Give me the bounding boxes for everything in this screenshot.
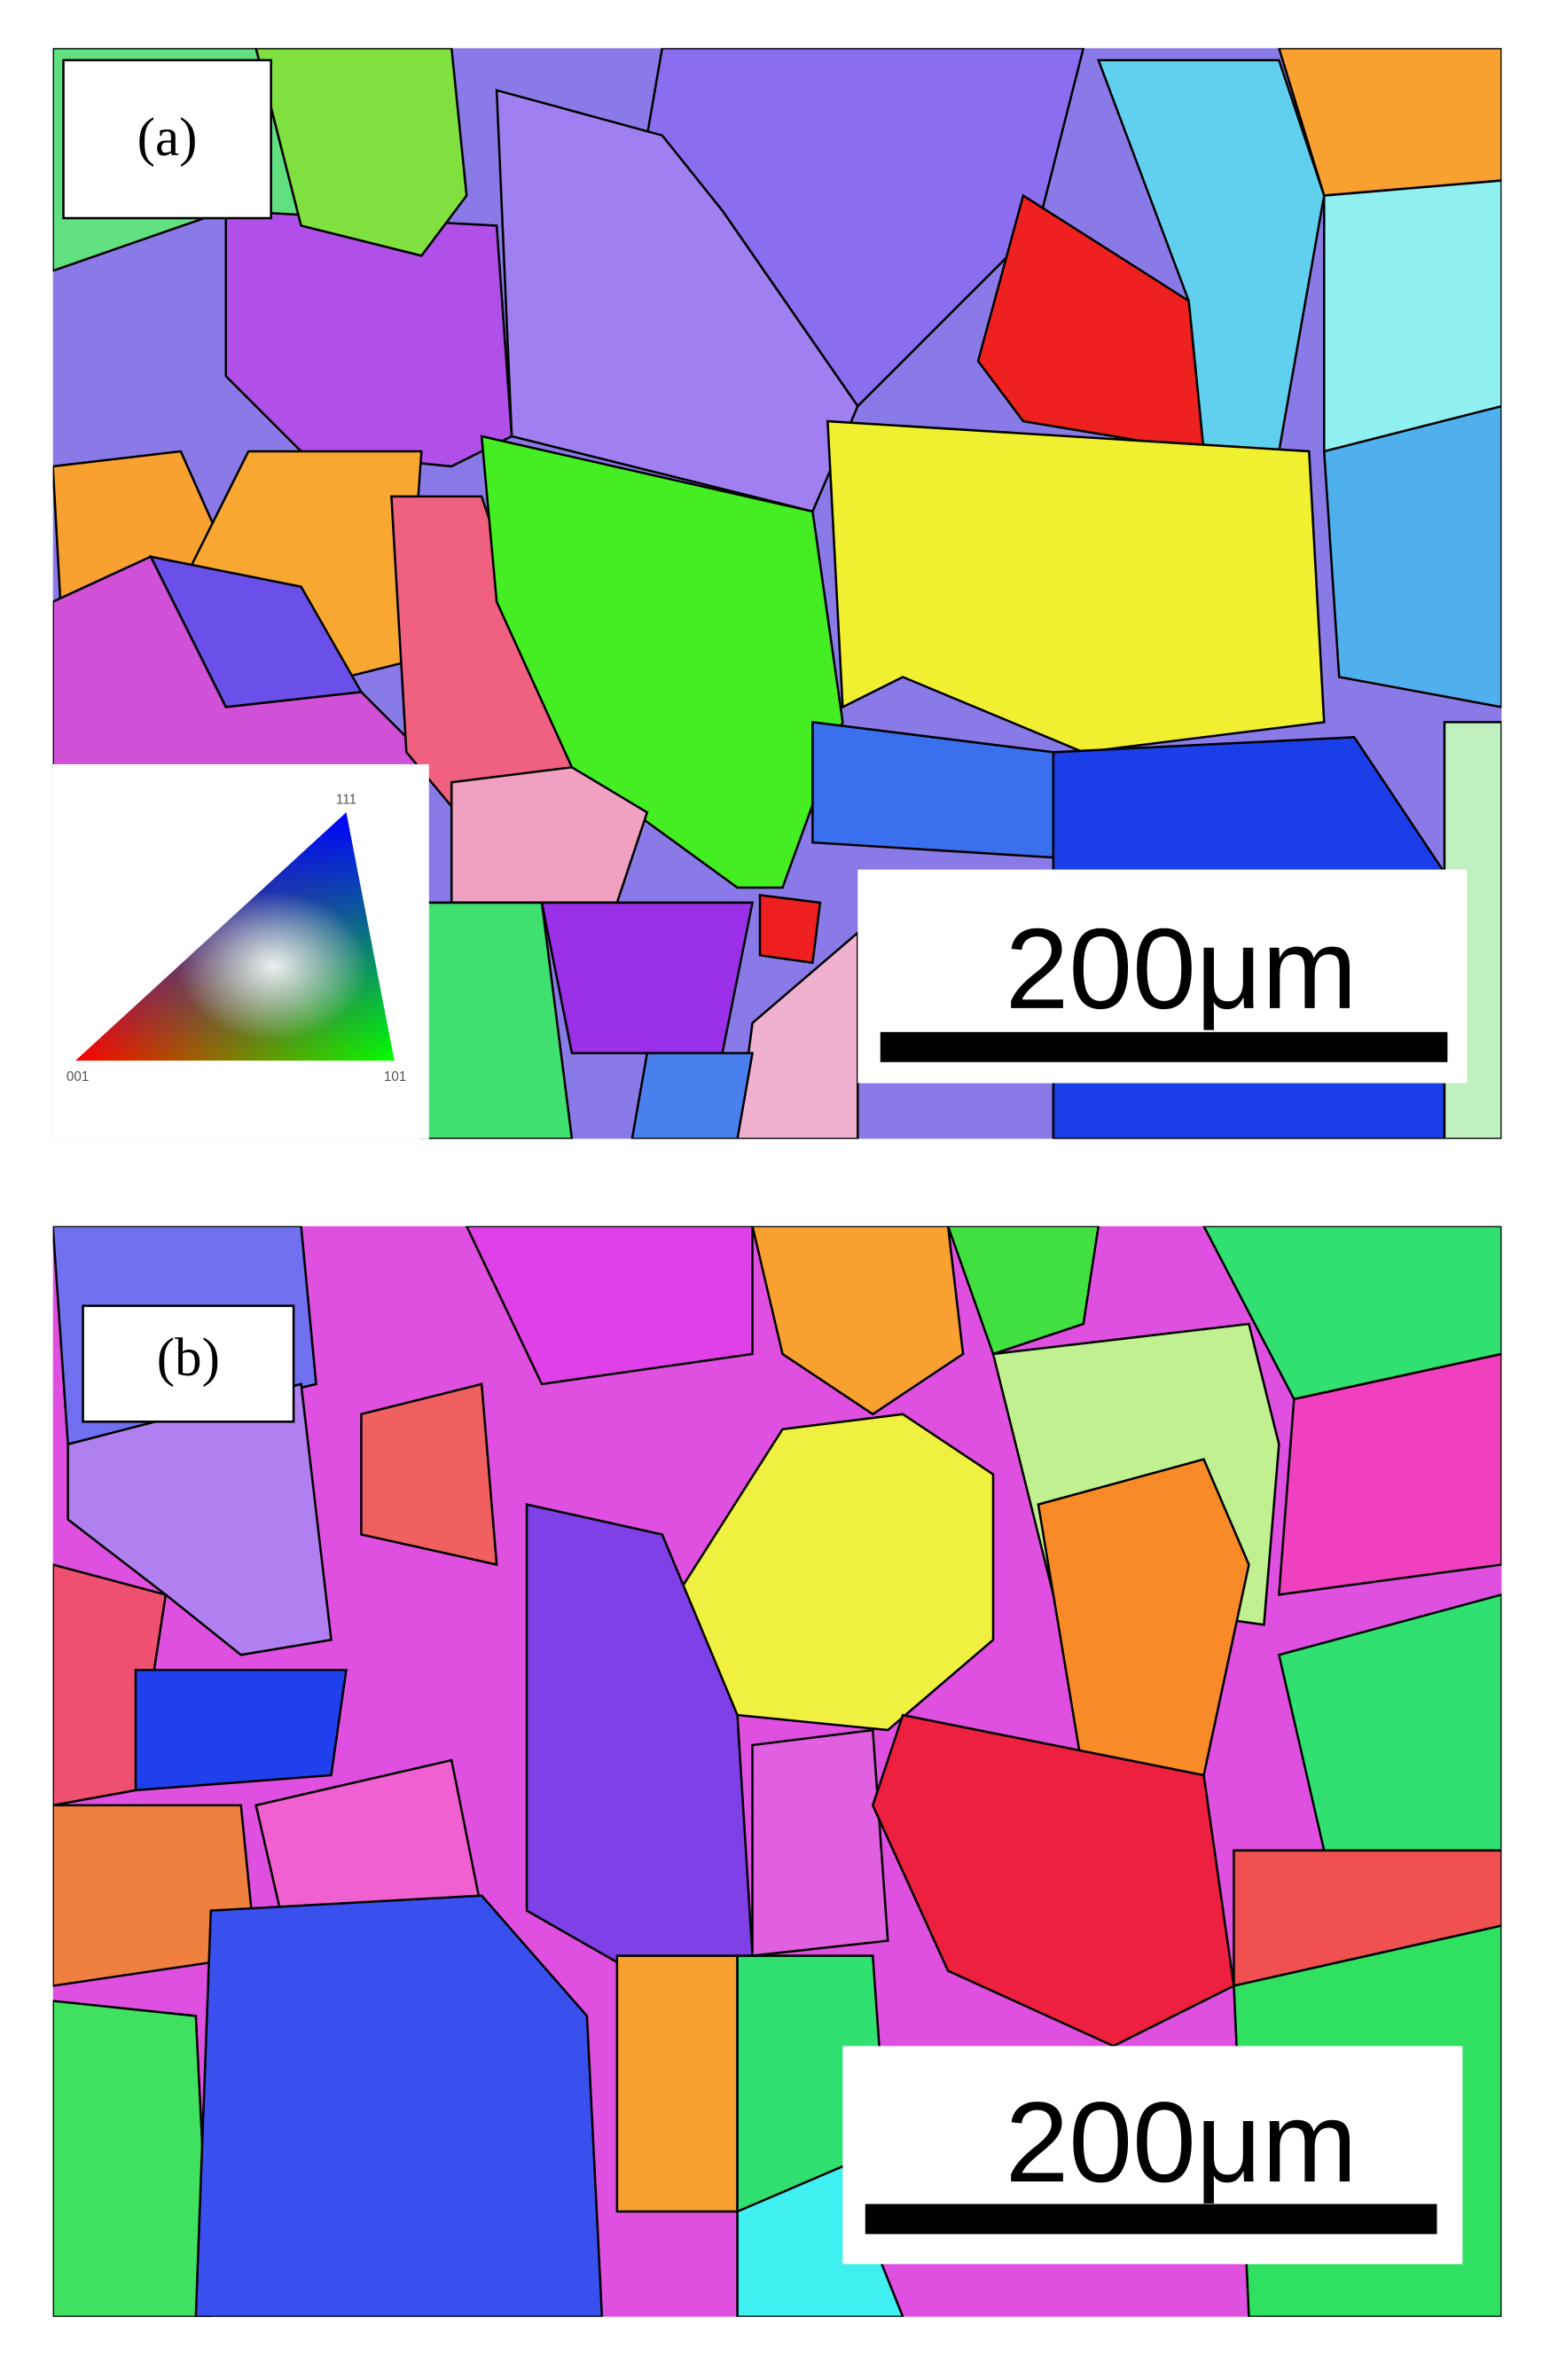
grain [630, 1052, 755, 1139]
label-box [62, 59, 272, 220]
grain [1277, 1593, 1502, 1852]
grain [736, 2165, 904, 2317]
grain [1202, 1225, 1502, 1401]
grain [1037, 1458, 1250, 1777]
grain [1277, 1352, 1502, 1596]
label-box [82, 1304, 295, 1423]
grain [871, 1713, 1235, 2047]
grain [224, 209, 513, 468]
grain [1322, 404, 1502, 709]
grain [758, 894, 822, 965]
grain [480, 435, 844, 889]
grain [751, 1728, 889, 1957]
grain [676, 1413, 995, 1732]
grain [1322, 179, 1502, 453]
scale-bar [865, 2204, 1437, 2235]
grain [751, 1225, 965, 1416]
scale-bar [880, 1031, 1448, 1062]
grain [465, 1225, 754, 1386]
grain [1278, 48, 1502, 197]
grain [450, 765, 649, 904]
grain [540, 901, 755, 1054]
grain [976, 193, 1205, 453]
grain [254, 48, 468, 257]
grain [52, 555, 440, 769]
grain [360, 1382, 498, 1567]
panel-label: (b) [157, 1328, 220, 1388]
grain [615, 1954, 739, 2213]
panel-label: (a) [137, 108, 198, 168]
ipf-label: 001 [67, 1069, 89, 1084]
grain [1233, 1849, 1502, 1988]
grain [946, 1225, 1100, 1356]
scale-text: 200μm [1006, 905, 1358, 1033]
grain [194, 1894, 604, 2317]
grain [52, 2000, 213, 2317]
ipf-triangle [75, 812, 395, 1061]
grain [134, 1668, 348, 1792]
scale-text: 200μm [1006, 2079, 1358, 2206]
grain [67, 1382, 333, 1656]
ipf-label: 101 [384, 1069, 406, 1084]
ipf-label: 111 [336, 793, 356, 808]
